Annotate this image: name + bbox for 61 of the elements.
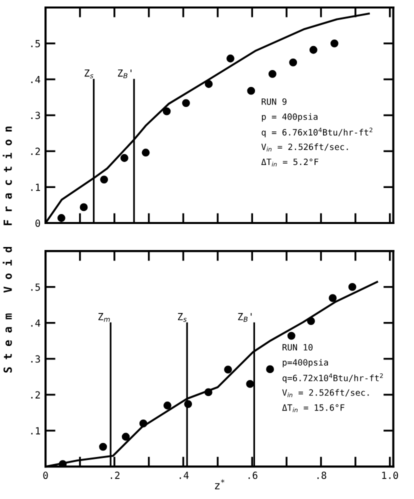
x-tick-label: .2 [110, 472, 120, 479]
annotation: q=6.72x10$^{4}$Btu/hr-ft$^{2}$ [282, 373, 383, 383]
point [99, 442, 107, 451]
point [122, 432, 130, 441]
ref-line-label: Z$_{m}$ [98, 313, 110, 322]
point [226, 54, 234, 62]
ref-line-label: Z$_{B}$' [118, 69, 132, 78]
point [162, 107, 171, 116]
point [163, 402, 172, 410]
point [224, 366, 232, 374]
point [328, 294, 337, 302]
annotation: V$_{in}$ = 2.526ft/sec. [261, 143, 348, 152]
annotation: RUN 9 [262, 98, 286, 105]
point [307, 317, 315, 326]
point [309, 46, 318, 54]
y-tick-label: .5 [31, 284, 40, 291]
x-tick-label: 1.0 [382, 472, 398, 480]
point [204, 80, 213, 88]
annotation: p = 400psia [262, 113, 318, 122]
y-tick-label: .1 [31, 427, 40, 434]
point [246, 380, 254, 388]
y-tick-label: .3 [31, 112, 40, 120]
point [330, 39, 338, 48]
x-tick-label: .8 [317, 472, 326, 480]
annotation: RUN 10 [282, 344, 313, 351]
ref-line-label: Z$_{s}$ [84, 69, 94, 78]
y-axis-title: S t e a m V o i d F r a c t i o n [2, 126, 12, 373]
point [184, 400, 192, 408]
point [80, 203, 88, 212]
point [287, 332, 296, 340]
point [268, 70, 276, 78]
point [348, 283, 356, 291]
point [266, 365, 274, 374]
point [289, 58, 298, 66]
point [182, 99, 190, 107]
annotation: ΔT$_{in}$ = 5.2°F [261, 158, 318, 166]
y-tick-label: .2 [31, 148, 40, 155]
annotation: q = 6.76x10$^{4}$Btu/hr-ft$^{2}$ [262, 128, 372, 138]
point [204, 388, 212, 396]
annotation: V$_{in}$ = 2.526ft/sec. [282, 389, 369, 398]
annotation: ΔT$_{in}$ = 15.6°F [282, 404, 344, 412]
y-tick-label: .3 [31, 355, 40, 363]
point [57, 214, 66, 222]
y-tick-label: .5 [31, 40, 40, 48]
x-tick-label: .4 [180, 472, 189, 479]
ref-line-label: Z$_{B}$' [238, 313, 252, 322]
x-tick-label: 0 [43, 472, 48, 480]
y-tick-label: .4 [31, 76, 40, 84]
y-tick-label: .2 [31, 391, 40, 398]
x-axis-title: z$^{*}$ [215, 479, 224, 490]
point [100, 176, 108, 184]
x-tick-label: .6 [248, 472, 258, 480]
y-tick-label: .1 [31, 184, 40, 191]
point [247, 86, 256, 95]
point [142, 148, 150, 157]
y-tick-label: .4 [31, 320, 40, 327]
ref-line-label: Z$_{s}$ [178, 313, 187, 322]
y-tick-label: 0 [35, 220, 40, 227]
annotation: p=400psia [282, 358, 328, 368]
point [139, 420, 148, 428]
point [120, 154, 128, 162]
